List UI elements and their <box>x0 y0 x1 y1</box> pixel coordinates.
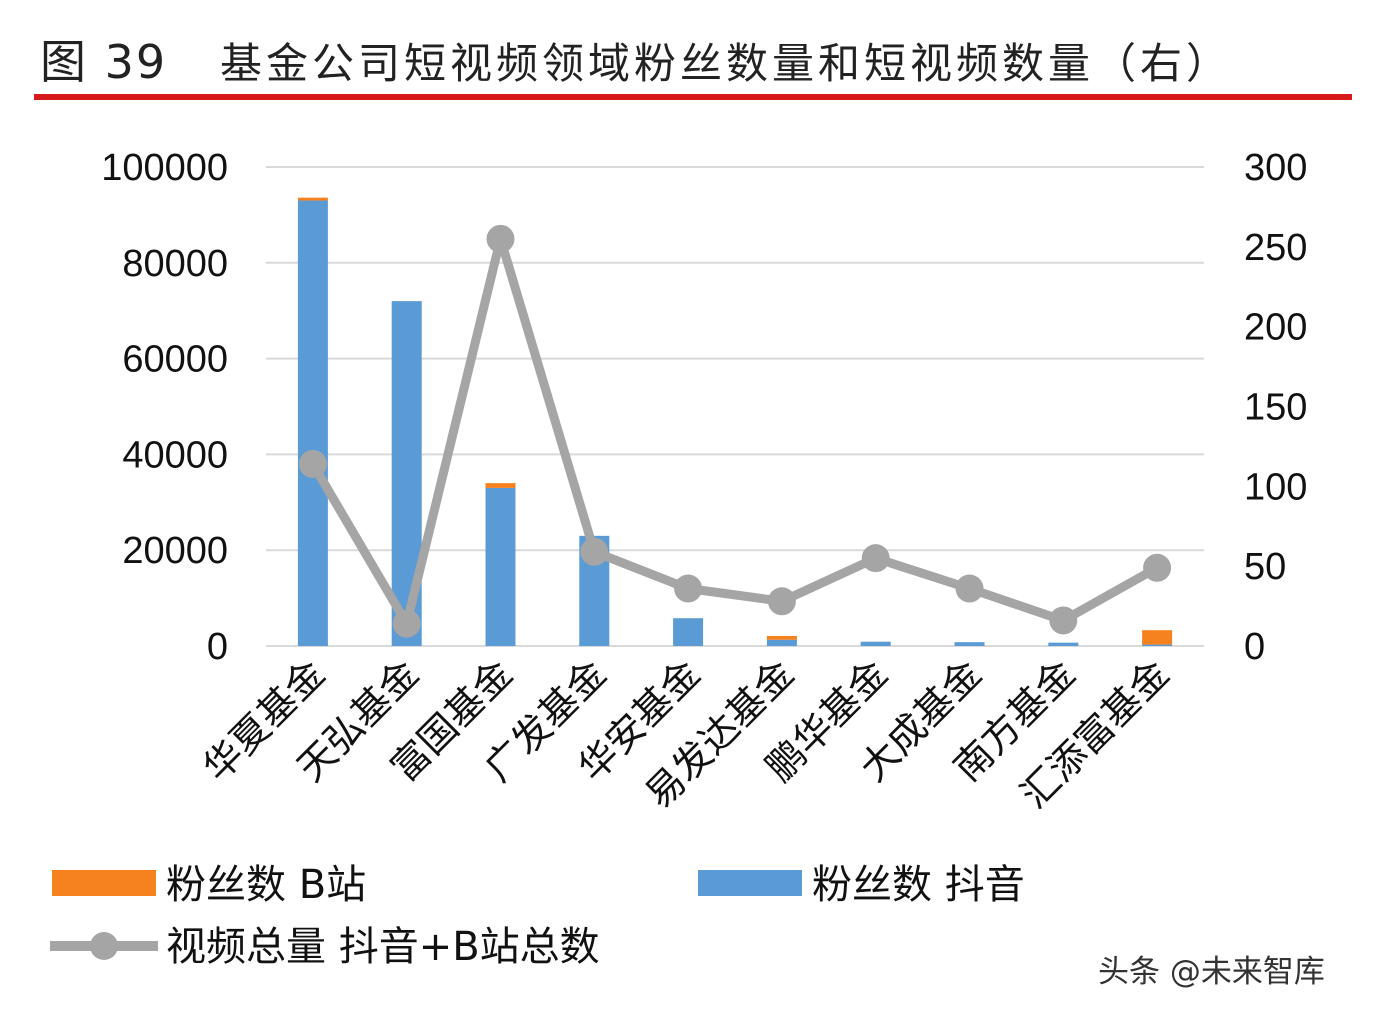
video-point <box>767 587 796 616</box>
bar-douyin <box>1142 644 1173 646</box>
legend-swatch-douyin <box>698 870 802 896</box>
left-axis-ticks: 0 20000 40000 60000 80000 100000 <box>101 147 228 668</box>
right-tick-label: 200 <box>1244 307 1307 349</box>
video-point <box>1143 553 1172 582</box>
left-tick-label: 60000 <box>122 339 228 381</box>
right-tick-label: 50 <box>1244 546 1286 588</box>
video-point <box>486 224 515 253</box>
legend-label-video: 视频总量 抖音+B站总数 <box>166 924 600 970</box>
video-point <box>1049 606 1078 635</box>
video-point <box>580 537 609 566</box>
video-point <box>298 449 327 478</box>
bar-bilibili <box>485 483 516 488</box>
video-point <box>861 544 890 573</box>
right-tick-label: 0 <box>1244 626 1265 668</box>
left-tick-label: 80000 <box>122 243 228 285</box>
figure-number: 图 39 <box>40 35 168 89</box>
watermark: 头条 @未来智库 <box>1098 954 1325 990</box>
right-tick-label: 100 <box>1244 466 1307 508</box>
bar-douyin <box>954 642 985 646</box>
video-point <box>955 574 984 603</box>
left-tick-label: 40000 <box>122 434 228 476</box>
bar-douyin <box>485 487 516 646</box>
bars <box>297 197 1173 646</box>
video-count-line <box>298 224 1172 638</box>
category-labels: 华夏基金天弘基金富国基金广发基金华安基金易发达基金鹏华基金大成基金南方基金汇添富… <box>195 651 1178 816</box>
legend-swatch-video-marker <box>90 932 118 960</box>
right-tick-label: 150 <box>1244 387 1307 429</box>
bar-bilibili <box>297 197 328 201</box>
video-point <box>674 574 703 603</box>
legend-label-bilibili: 粉丝数 B站 <box>166 862 366 908</box>
bar-douyin <box>1048 642 1079 646</box>
bar-bilibili <box>1142 630 1173 645</box>
right-tick-label: 250 <box>1244 227 1307 269</box>
chart-title: 基金公司短视频领域粉丝数量和短视频数量（右） <box>220 39 1233 88</box>
right-axis-ticks: 0 50 100 150 200 250 300 <box>1244 147 1307 668</box>
left-tick-label: 20000 <box>122 530 228 572</box>
video-point <box>392 609 421 638</box>
bar-douyin <box>297 200 328 646</box>
bar-douyin <box>673 618 704 646</box>
left-tick-label: 0 <box>207 626 228 668</box>
left-tick-label: 100000 <box>101 147 228 189</box>
legend-swatch-bilibili <box>52 870 156 896</box>
figure-header: 图 39 基金公司短视频领域粉丝数量和短视频数量（右） <box>40 22 1360 89</box>
legend-label-douyin: 粉丝数 抖音 <box>812 862 1025 908</box>
video-line-path <box>309 234 1160 629</box>
title-rule <box>34 94 1352 100</box>
legend: 粉丝数 B站 粉丝数 抖音 视频总量 抖音+B站总数 <box>50 862 1025 970</box>
bar-douyin <box>860 641 891 646</box>
gridlines <box>266 166 1204 647</box>
right-tick-label: 300 <box>1244 147 1307 189</box>
bar-douyin <box>766 639 797 646</box>
bar-bilibili <box>766 635 797 640</box>
